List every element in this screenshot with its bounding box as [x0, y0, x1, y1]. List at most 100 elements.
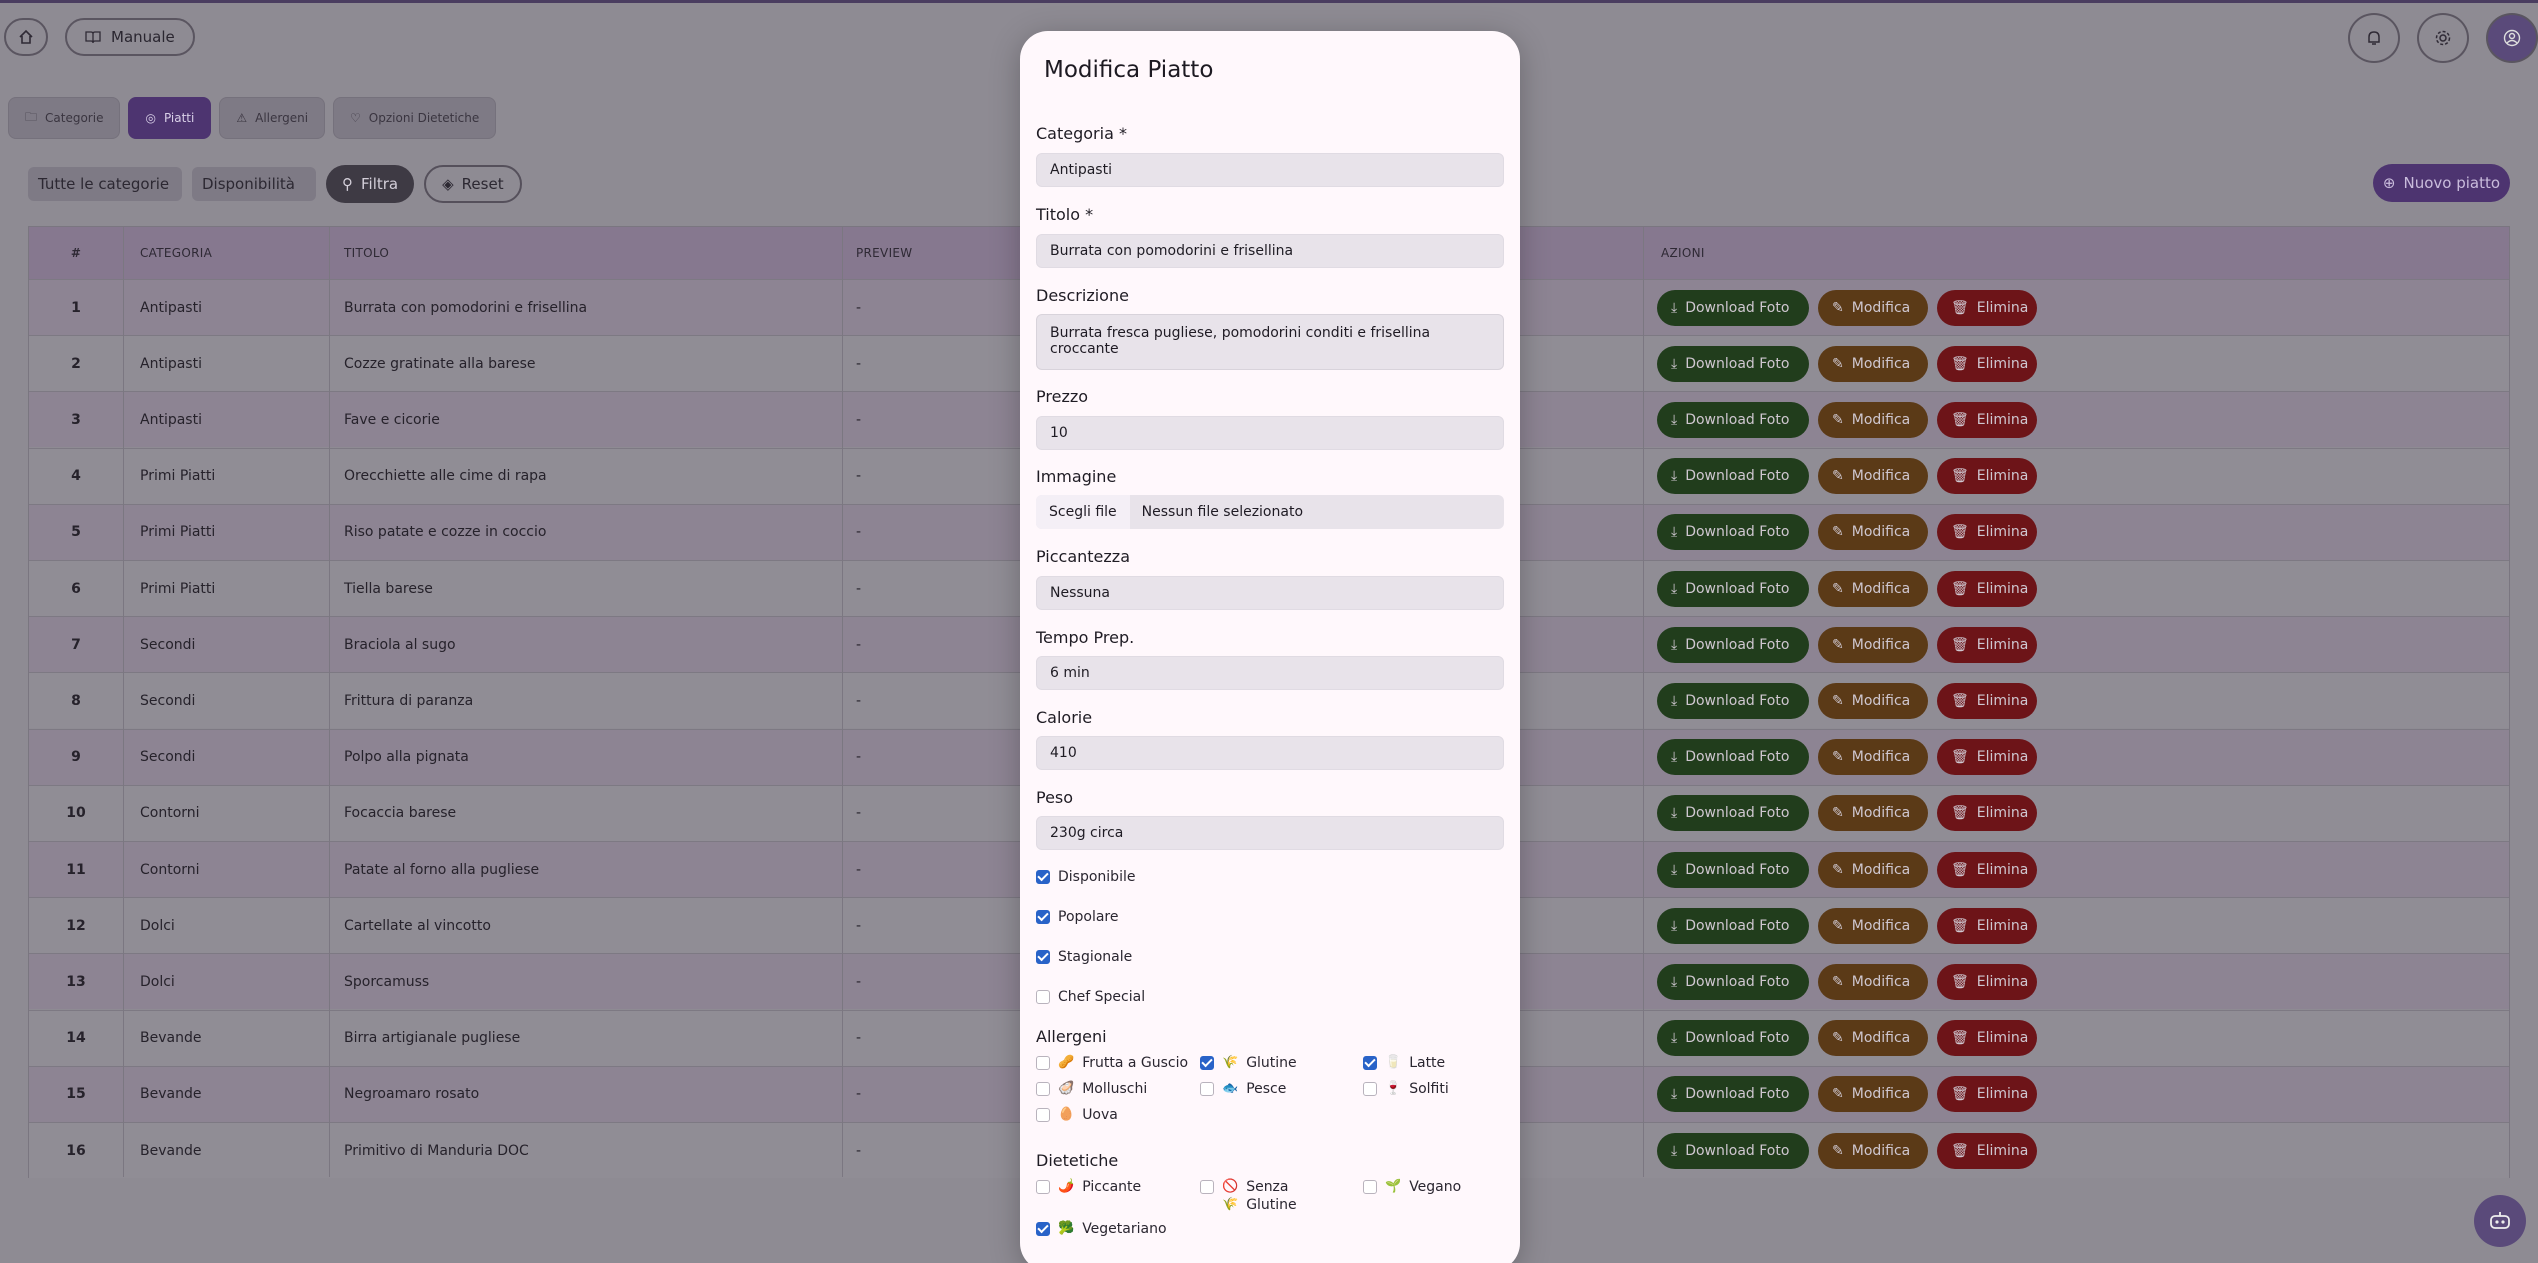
category-filter-select[interactable]: Tutte le categorie: [28, 167, 182, 201]
tab-piatti[interactable]: ◎ Piatti: [128, 97, 212, 139]
delete-button[interactable]: 🗑 Elimina: [1937, 851, 2037, 888]
download-photo-button[interactable]: ⤓ Download Foto: [1657, 345, 1809, 382]
delete-button[interactable]: 🗑 Elimina: [1937, 570, 2037, 607]
delete-button[interactable]: 🗑 Elimina: [1937, 682, 2037, 719]
tab-categorie[interactable]: 🗀 Categorie: [8, 97, 121, 139]
download-photo-button[interactable]: ⤓ Download Foto: [1657, 739, 1809, 776]
diet-checkbox[interactable]: 🥦 Vegetariano: [1036, 1220, 1167, 1238]
download-photo-button[interactable]: ⤓ Download Foto: [1657, 851, 1809, 888]
tab-opzioni-dietetiche[interactable]: ♡ Opzioni Dietetiche: [333, 97, 497, 139]
flag-checkbox[interactable]: Stagionale: [1036, 948, 1132, 966]
chatbot-button[interactable]: [2474, 1195, 2526, 1247]
diet-checkbox[interactable]: 🚫🌾 Senza Glutine: [1200, 1178, 1297, 1214]
flag-checkbox[interactable]: Disponibile: [1036, 868, 1135, 886]
filter-button[interactable]: ⚲ Filtra: [326, 165, 415, 203]
spiciness-select[interactable]: Nessuna: [1036, 576, 1504, 610]
checkbox[interactable]: [1036, 870, 1050, 884]
checkbox[interactable]: [1200, 1082, 1214, 1096]
edit-button[interactable]: ✎ Modifica: [1818, 626, 1928, 663]
diet-checkbox[interactable]: 🌱 Vegano: [1363, 1178, 1461, 1196]
edit-button[interactable]: ✎ Modifica: [1818, 401, 1928, 438]
price-input[interactable]: 10: [1036, 416, 1504, 450]
download-photo-button[interactable]: ⤓ Download Foto: [1657, 626, 1809, 663]
title-input[interactable]: Burrata con pomodorini e frisellina: [1036, 234, 1504, 268]
delete-button[interactable]: 🗑 Elimina: [1937, 1020, 2037, 1057]
edit-button[interactable]: ✎ Modifica: [1818, 1020, 1928, 1057]
delete-button[interactable]: 🗑 Elimina: [1937, 345, 2037, 382]
download-photo-button[interactable]: ⤓ Download Foto: [1657, 570, 1809, 607]
delete-button[interactable]: 🗑 Elimina: [1937, 458, 2037, 495]
edit-button[interactable]: ✎ Modifica: [1818, 570, 1928, 607]
checkbox[interactable]: [1363, 1082, 1377, 1096]
allergen-checkbox[interactable]: 🐟 Pesce: [1200, 1080, 1286, 1098]
allergen-checkbox[interactable]: 🥛 Latte: [1363, 1054, 1445, 1072]
download-photo-button[interactable]: ⤓ Download Foto: [1657, 795, 1809, 832]
download-photo-button[interactable]: ⤓ Download Foto: [1657, 1020, 1809, 1057]
checkbox[interactable]: [1036, 1222, 1050, 1236]
edit-button[interactable]: ✎ Modifica: [1818, 458, 1928, 495]
delete-button[interactable]: 🗑 Elimina: [1937, 1132, 2037, 1169]
download-photo-button[interactable]: ⤓ Download Foto: [1657, 1076, 1809, 1113]
calories-input[interactable]: 410: [1036, 736, 1504, 770]
weight-input[interactable]: 230g circa: [1036, 816, 1504, 850]
delete-button[interactable]: 🗑 Elimina: [1937, 739, 2037, 776]
delete-button[interactable]: 🗑 Elimina: [1937, 795, 2037, 832]
edit-button[interactable]: ✎ Modifica: [1818, 907, 1928, 944]
allergen-checkbox[interactable]: 🦪 Molluschi: [1036, 1080, 1147, 1098]
delete-button[interactable]: 🗑 Elimina: [1937, 514, 2037, 551]
allergen-checkbox[interactable]: 🍷 Solfiti: [1363, 1080, 1449, 1098]
description-textarea[interactable]: Burrata fresca pugliese, pomodorini cond…: [1036, 314, 1504, 370]
edit-button[interactable]: ✎ Modifica: [1818, 739, 1928, 776]
flag-checkbox[interactable]: Chef Special: [1036, 988, 1145, 1006]
checkbox[interactable]: [1036, 990, 1050, 1004]
category-select[interactable]: Antipasti: [1036, 153, 1504, 187]
download-photo-button[interactable]: ⤓ Download Foto: [1657, 458, 1809, 495]
download-photo-button[interactable]: ⤓ Download Foto: [1657, 1132, 1809, 1169]
delete-button[interactable]: 🗑 Elimina: [1937, 401, 2037, 438]
diet-checkbox[interactable]: 🌶️ Piccante: [1036, 1178, 1141, 1196]
download-photo-button[interactable]: ⤓ Download Foto: [1657, 401, 1809, 438]
edit-button[interactable]: ✎ Modifica: [1818, 345, 1928, 382]
allergen-checkbox[interactable]: 🌾 Glutine: [1200, 1054, 1297, 1072]
edit-button[interactable]: ✎ Modifica: [1818, 682, 1928, 719]
checkbox[interactable]: [1363, 1180, 1377, 1194]
profile-button[interactable]: [2486, 13, 2538, 63]
download-photo-button[interactable]: ⤓ Download Foto: [1657, 907, 1809, 944]
choose-file-button[interactable]: Scegli file: [1036, 495, 1130, 529]
flag-checkbox[interactable]: Popolare: [1036, 908, 1119, 926]
checkbox[interactable]: [1200, 1180, 1214, 1194]
allergen-checkbox[interactable]: 🥜 Frutta a Guscio: [1036, 1054, 1188, 1072]
checkbox[interactable]: [1036, 1180, 1050, 1194]
edit-button[interactable]: ✎ Modifica: [1818, 851, 1928, 888]
edit-button[interactable]: ✎ Modifica: [1818, 289, 1928, 326]
new-dish-button[interactable]: ⊕ Nuovo piatto: [2373, 164, 2510, 202]
delete-button[interactable]: 🗑 Elimina: [1937, 289, 2037, 326]
download-photo-button[interactable]: ⤓ Download Foto: [1657, 514, 1809, 551]
home-button[interactable]: [4, 18, 48, 56]
reset-button[interactable]: ◈ Reset: [424, 165, 522, 203]
delete-button[interactable]: 🗑 Elimina: [1937, 963, 2037, 1000]
checkbox[interactable]: [1036, 910, 1050, 924]
checkbox[interactable]: [1036, 1056, 1050, 1070]
checkbox[interactable]: [1200, 1056, 1214, 1070]
delete-button[interactable]: 🗑 Elimina: [1937, 626, 2037, 663]
edit-button[interactable]: ✎ Modifica: [1818, 795, 1928, 832]
delete-button[interactable]: 🗑 Elimina: [1937, 1076, 2037, 1113]
checkbox[interactable]: [1036, 1082, 1050, 1096]
edit-button[interactable]: ✎ Modifica: [1818, 1076, 1928, 1113]
delete-button[interactable]: 🗑 Elimina: [1937, 907, 2037, 944]
edit-button[interactable]: ✎ Modifica: [1818, 514, 1928, 551]
checkbox[interactable]: [1036, 1108, 1050, 1122]
tab-allergeni[interactable]: ⚠ Allergeni: [219, 97, 326, 139]
download-photo-button[interactable]: ⤓ Download Foto: [1657, 289, 1809, 326]
download-photo-button[interactable]: ⤓ Download Foto: [1657, 963, 1809, 1000]
prep-time-input[interactable]: 6 min: [1036, 656, 1504, 690]
edit-button[interactable]: ✎ Modifica: [1818, 963, 1928, 1000]
checkbox[interactable]: [1036, 950, 1050, 964]
manual-button[interactable]: Manuale: [65, 18, 195, 56]
availability-filter-select[interactable]: Disponibilità: [192, 167, 316, 201]
checkbox[interactable]: [1363, 1056, 1377, 1070]
allergen-checkbox[interactable]: 🥚 Uova: [1036, 1106, 1118, 1124]
notifications-button[interactable]: [2348, 13, 2400, 63]
download-photo-button[interactable]: ⤓ Download Foto: [1657, 682, 1809, 719]
